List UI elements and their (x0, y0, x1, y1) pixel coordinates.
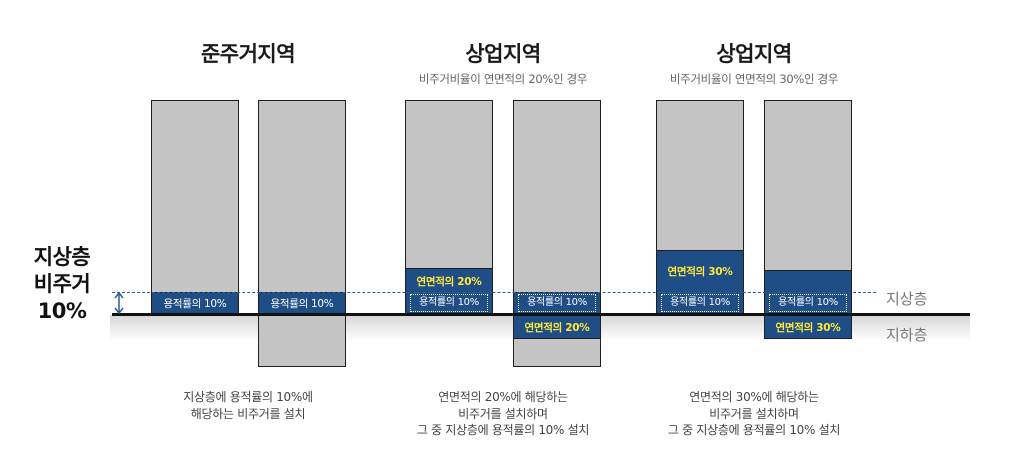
building-p1-right (258, 100, 346, 367)
panel2-title: 상업지역 (465, 42, 541, 66)
panel3-desc-line2: 비주거를 설치하며 (709, 406, 799, 421)
panel1-desc-line2: 해당하는 비주거를 설치 (190, 406, 306, 421)
panel2-label-above: 연면적의 20% (416, 276, 482, 288)
panel1-title: 준주거지역 (200, 42, 296, 66)
panel1-band-label-right: 용적률의 10% (270, 298, 334, 310)
panel2-dotted-right: 용적률의 10% (518, 294, 596, 312)
panel1-desc-line1: 지상층에 용적률의 10%에 (183, 390, 313, 404)
panel3-desc-line1: 연면적의 30%에 해당하는 (689, 390, 819, 404)
above-ground-label: 지상층 (886, 290, 928, 308)
left-label-line1: 지상층 (33, 245, 91, 269)
panel1-band-label-left: 용적률의 10% (163, 298, 227, 310)
panel3-title: 상업지역 (716, 42, 792, 66)
left-label-line3: 10% (37, 299, 87, 323)
panel2-desc-line1: 연면적의 20%에 해당하는 (438, 390, 568, 404)
ground-line (112, 313, 970, 316)
panel2-subtitle: 비주거비율이 연면적의 20%인 경우 (418, 72, 588, 86)
panel3-label-below: 연면적의 30% (775, 322, 841, 334)
ten-percent-dashed-line (112, 292, 876, 293)
panel2-desc-line2: 비주거를 설치하며 (458, 406, 548, 421)
panel3-description: 연면적의 30%에 해당하는 비주거를 설치하며 그 중 지상층에 용적률의 1… (624, 389, 884, 439)
nonresidential-band-p3-right (764, 270, 852, 339)
panel3-desc-line3: 그 중 지상층에 용적률의 10% 설치 (667, 423, 841, 437)
panel3-subtitle: 비주거비율이 연면적의 30%인 경우 (669, 72, 839, 86)
building-p1-left (151, 100, 239, 315)
panel3-dotted-left: 용적률의 10% (661, 294, 739, 312)
panel1-description: 지상층에 용적률의 10%에 해당하는 비주거를 설치 (138, 389, 358, 422)
panel2-description: 연면적의 20%에 해당하는 비주거를 설치하며 그 중 지상층에 용적률의 1… (373, 389, 633, 439)
panel2-desc-line3: 그 중 지상층에 용적률의 10% 설치 (416, 423, 590, 437)
panel2-label-below: 연면적의 20% (524, 322, 590, 334)
left-label: 지상층 비주거 10% (12, 244, 112, 325)
height-double-arrow-icon (114, 291, 124, 315)
panel3-label-above: 연면적의 30% (667, 266, 733, 278)
panel3-dotted-right: 용적률의 10% (769, 294, 847, 312)
panel2-dotted-left: 용적률의 10% (410, 294, 488, 312)
left-label-line2: 비주거 (33, 272, 91, 296)
below-ground-label: 지하층 (886, 326, 928, 344)
